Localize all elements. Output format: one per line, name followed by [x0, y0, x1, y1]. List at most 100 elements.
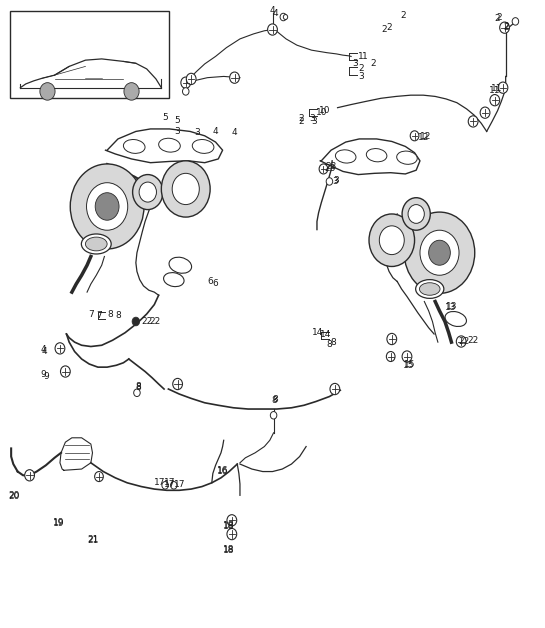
Circle shape: [139, 182, 156, 202]
Circle shape: [480, 107, 490, 118]
Circle shape: [171, 482, 177, 489]
Circle shape: [386, 352, 395, 362]
Circle shape: [173, 379, 183, 389]
Text: 20: 20: [8, 491, 19, 500]
Circle shape: [95, 472, 104, 482]
Text: 16: 16: [217, 467, 229, 476]
Ellipse shape: [445, 311, 467, 327]
Ellipse shape: [81, 234, 111, 254]
Text: 1: 1: [358, 52, 364, 61]
Circle shape: [429, 241, 450, 265]
Circle shape: [132, 175, 163, 210]
Bar: [9, 11, 169, 99]
Circle shape: [512, 18, 519, 25]
Text: 2: 2: [495, 14, 500, 23]
Text: 22: 22: [468, 336, 479, 345]
Circle shape: [183, 88, 189, 95]
Ellipse shape: [123, 139, 145, 153]
Text: 16: 16: [217, 466, 229, 475]
Text: 22: 22: [458, 337, 469, 346]
Text: 2: 2: [386, 23, 392, 32]
Ellipse shape: [397, 151, 417, 165]
Text: 2: 2: [299, 114, 304, 124]
Text: 13: 13: [446, 302, 457, 311]
Ellipse shape: [366, 149, 387, 162]
Text: 2: 2: [358, 65, 364, 73]
Text: 3: 3: [174, 127, 179, 136]
Text: 3: 3: [312, 117, 317, 126]
Circle shape: [402, 351, 412, 362]
Ellipse shape: [192, 139, 214, 153]
Circle shape: [60, 366, 70, 377]
Text: 4: 4: [40, 345, 46, 354]
Text: 2: 2: [381, 25, 386, 34]
Text: 11: 11: [489, 85, 501, 95]
Text: 2: 2: [400, 11, 405, 19]
Text: 15: 15: [404, 359, 415, 369]
Circle shape: [161, 161, 210, 217]
Text: 2: 2: [496, 13, 501, 21]
Text: 18: 18: [222, 546, 234, 555]
Circle shape: [270, 411, 277, 419]
Circle shape: [70, 164, 144, 249]
Text: 17: 17: [164, 480, 175, 489]
Text: 3: 3: [332, 177, 338, 186]
Text: 9: 9: [44, 372, 50, 381]
Circle shape: [498, 82, 508, 94]
Text: 17: 17: [174, 480, 185, 489]
Circle shape: [87, 183, 128, 230]
Text: 4: 4: [213, 127, 219, 136]
Text: 6: 6: [208, 277, 213, 286]
Text: 4: 4: [232, 128, 238, 137]
Circle shape: [172, 173, 199, 205]
Circle shape: [95, 193, 119, 220]
Text: 8: 8: [272, 394, 278, 404]
Text: 3: 3: [333, 176, 339, 185]
Text: 18: 18: [222, 544, 234, 554]
Text: 21: 21: [87, 534, 99, 544]
Text: 8: 8: [136, 383, 142, 392]
Text: 3: 3: [194, 128, 199, 137]
Text: 3: 3: [310, 114, 315, 124]
Circle shape: [132, 317, 140, 326]
Text: 9: 9: [40, 370, 46, 379]
Text: 4: 4: [272, 9, 278, 18]
Text: 2: 2: [299, 117, 304, 126]
Text: 2: 2: [370, 60, 376, 68]
Text: 8: 8: [136, 382, 142, 391]
Text: 8: 8: [108, 310, 113, 319]
Circle shape: [387, 333, 397, 345]
Circle shape: [420, 230, 459, 275]
Text: 23: 23: [324, 165, 335, 173]
Text: 10: 10: [319, 106, 330, 116]
Text: 1: 1: [362, 52, 368, 61]
Circle shape: [379, 226, 404, 254]
Text: 7: 7: [96, 311, 102, 320]
Circle shape: [468, 116, 478, 127]
Circle shape: [280, 13, 287, 21]
Circle shape: [404, 212, 475, 293]
Circle shape: [134, 389, 140, 396]
Text: 14: 14: [312, 328, 323, 337]
Ellipse shape: [159, 138, 180, 152]
Text: 22: 22: [141, 317, 153, 326]
Text: 8: 8: [271, 396, 277, 405]
Ellipse shape: [169, 257, 192, 273]
Circle shape: [124, 83, 139, 100]
Text: 19: 19: [53, 517, 64, 527]
Text: 8: 8: [326, 340, 332, 349]
Ellipse shape: [86, 237, 107, 251]
Circle shape: [326, 178, 332, 185]
Circle shape: [408, 205, 425, 224]
Ellipse shape: [416, 279, 444, 298]
Ellipse shape: [335, 150, 356, 163]
Text: 13: 13: [445, 303, 456, 312]
Circle shape: [410, 131, 419, 141]
Circle shape: [456, 336, 466, 347]
Text: 4: 4: [42, 347, 47, 356]
Circle shape: [229, 72, 239, 84]
Circle shape: [490, 95, 500, 106]
Text: 22: 22: [149, 317, 160, 326]
Text: 3: 3: [358, 72, 364, 81]
Text: 15: 15: [403, 360, 414, 370]
